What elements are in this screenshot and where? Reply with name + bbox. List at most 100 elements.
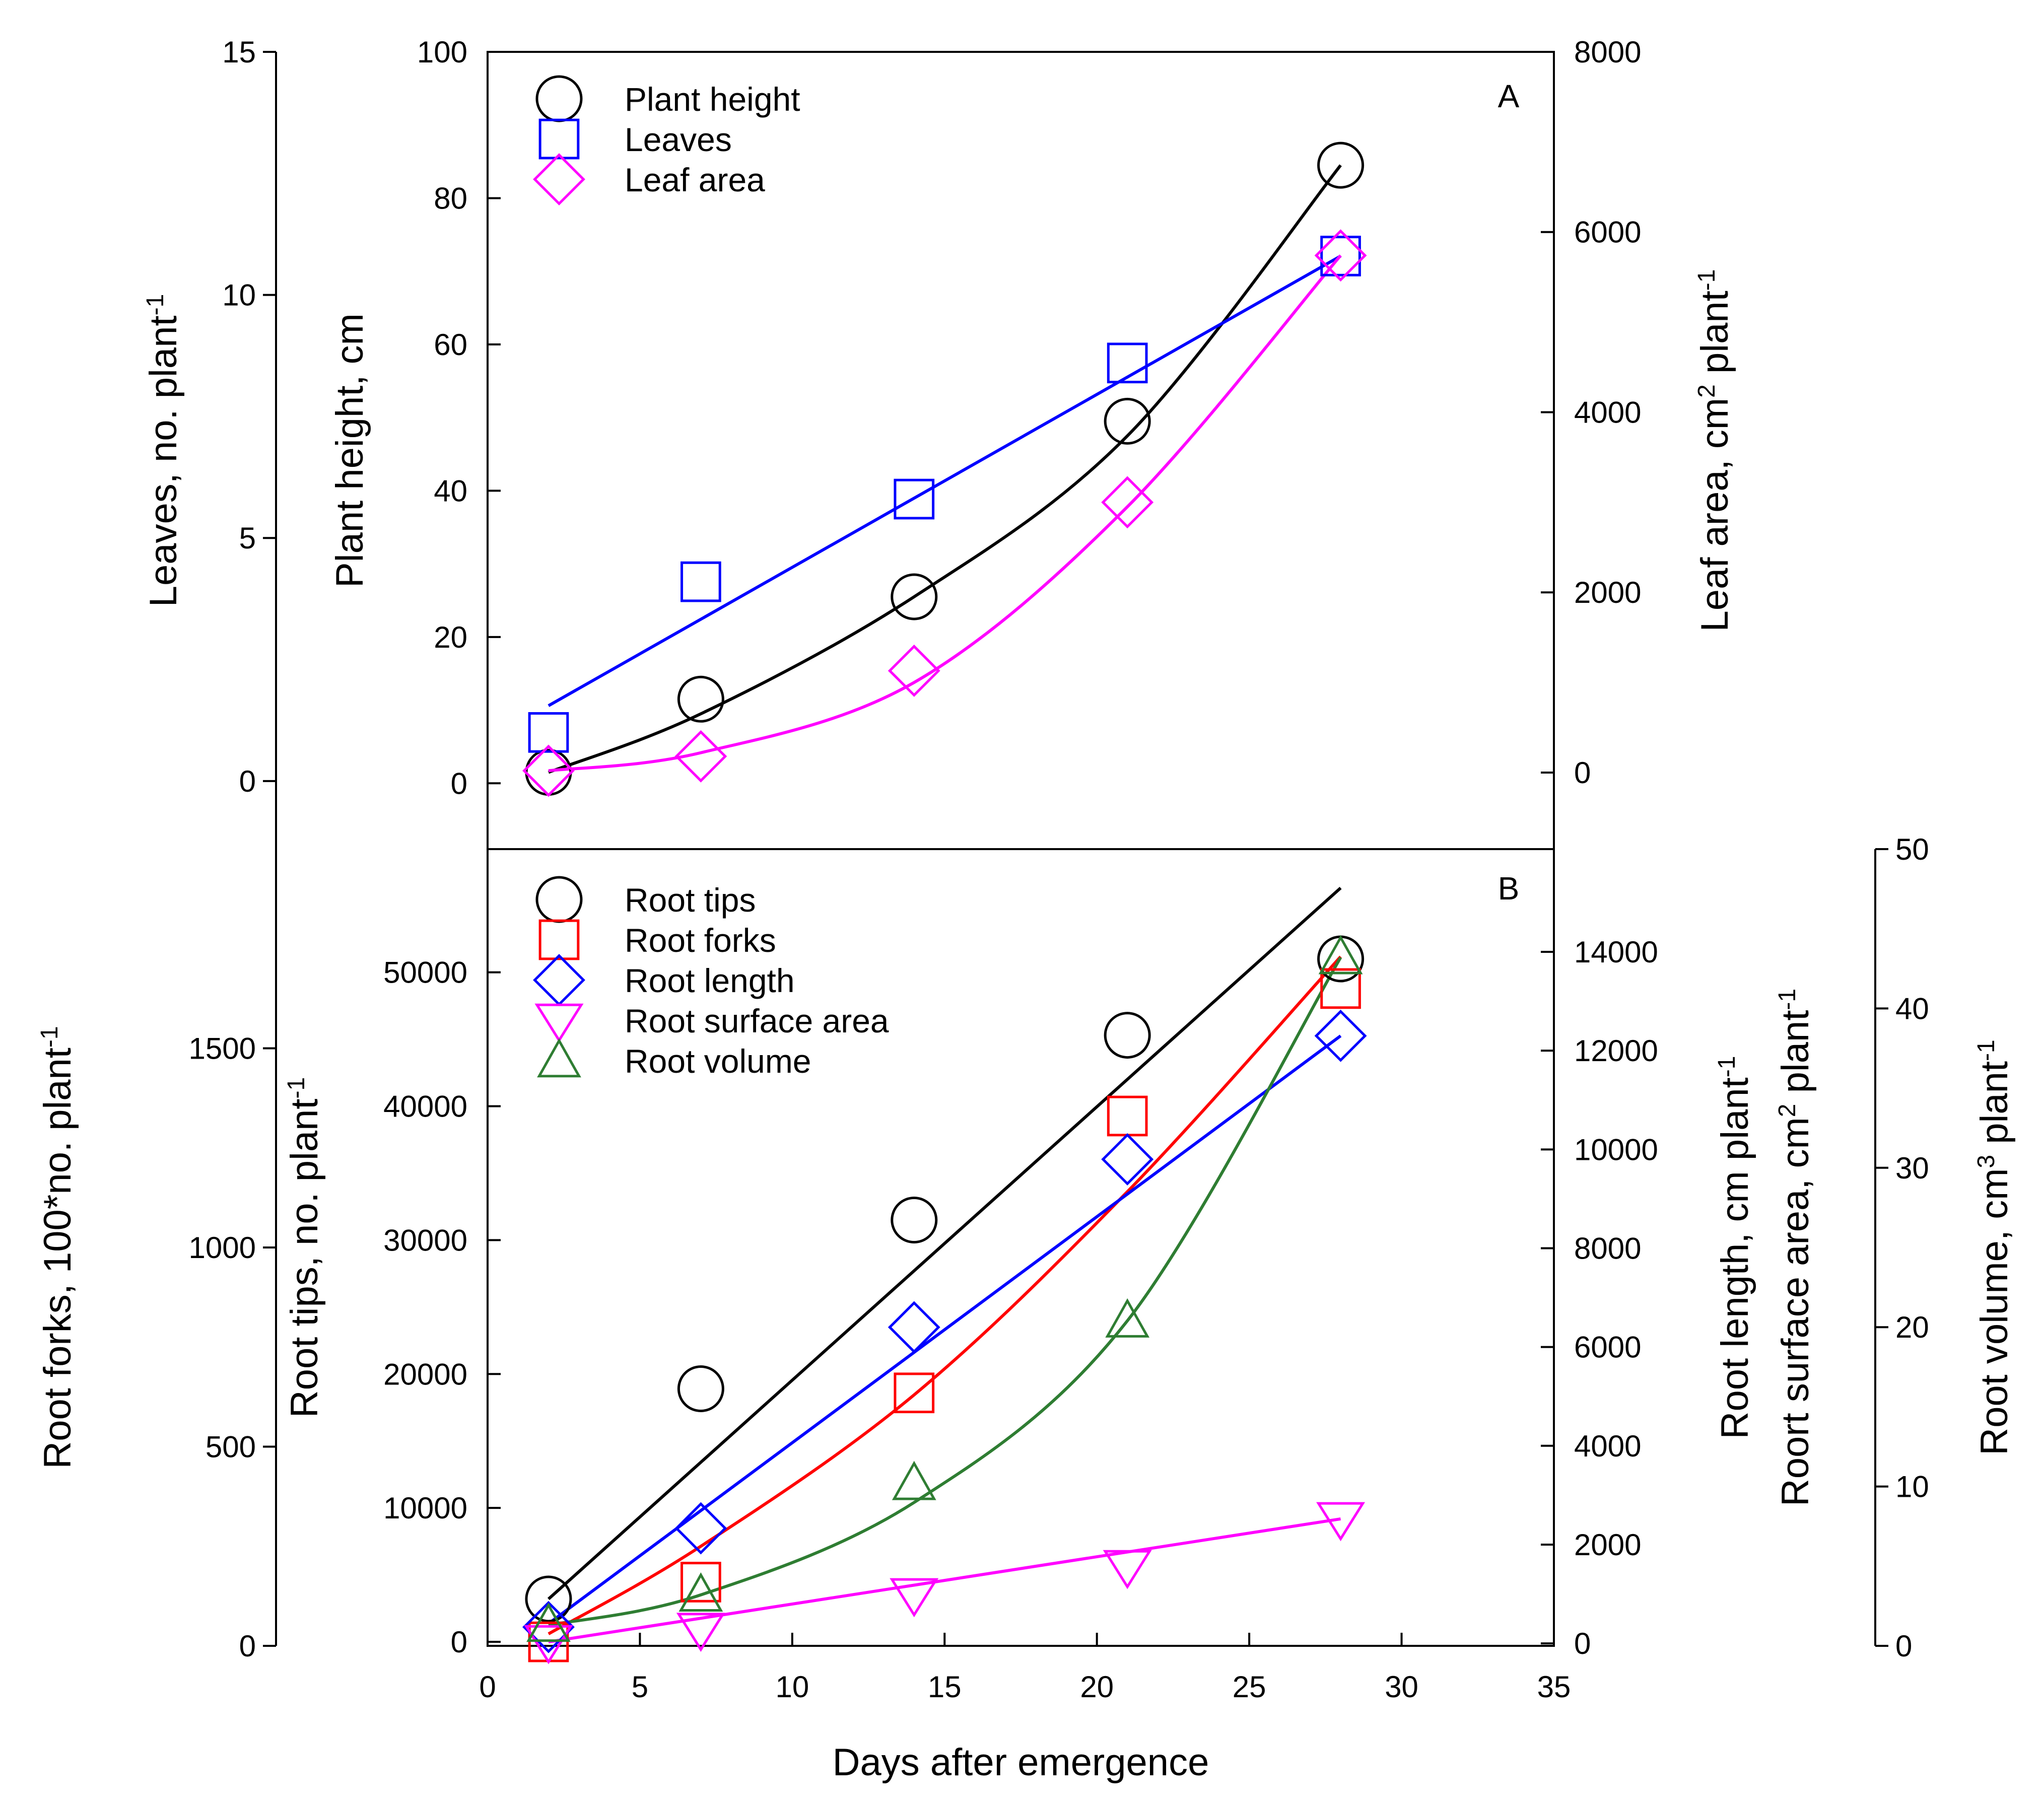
panel-b-root-volume-point (678, 1572, 723, 1612)
panel-b-root-surface-area-fit-line (548, 1517, 1341, 1644)
panel-b-length-axis-tick-label: 0 (1574, 1627, 1591, 1660)
panel-b-length-axis-tick-label: 8000 (1574, 1231, 1641, 1265)
panel-a-leaf-area-point (522, 744, 575, 797)
data-markers (522, 142, 1367, 1664)
panel-a-legend-plant-height-marker (535, 75, 583, 122)
x-tick-label: 30 (1385, 1670, 1418, 1704)
x-axis-label: Days after emergence (833, 1741, 1209, 1784)
x-tick-label: 15 (928, 1670, 962, 1704)
panel-a-height-axis-tick-label: 100 (417, 35, 467, 69)
panel-a-leaf-area-axis-tick-label: 8000 (1574, 35, 1641, 69)
panel-b-volume-axis-tick-label: 10 (1895, 1470, 1929, 1504)
panel-b-tips-label-text: Root tips, no. plant (283, 1098, 326, 1418)
panel-b-root-volume-fit-line (548, 956, 1342, 1627)
panel-b-legend-root-length-marker (533, 954, 585, 1006)
panel-b-root-forks-point (680, 1562, 721, 1603)
panel-b-tips-axis-tick-label: 30000 (383, 1223, 467, 1257)
panel-a-plant-height-point (677, 675, 724, 723)
panel-b-volume-axis-tick-label: 30 (1895, 1151, 1929, 1185)
panel-b-root-length-point (888, 1301, 940, 1354)
panel-b-legend-root-tips-label: Root tips (625, 881, 756, 919)
panel-b-root-surface-area-point (676, 1613, 725, 1652)
panel-b-tips-axis-tick-label: 0 (451, 1625, 467, 1659)
panel-b-root-length-point (522, 1601, 575, 1653)
panel-b-tips-label: Root tips, no. plant-1 (283, 1077, 326, 1418)
panel-b-root-surface-area-point (1103, 1550, 1152, 1589)
panel-a-leaf-area-label-text: Leaf area, cm (1693, 398, 1736, 632)
x-tick-label: 25 (1233, 1670, 1266, 1704)
panel-a-legend-leaves-label: Leaves (625, 121, 732, 158)
panel-b-legend-root-forks-marker (538, 919, 580, 960)
panel-b-legend-root-volume-marker (537, 1038, 581, 1078)
panel-a-leaf-area-axis-tick-label: 6000 (1574, 216, 1641, 249)
x-tick-label: 0 (479, 1670, 496, 1704)
panel-b-length-axis-tick-label: 4000 (1574, 1429, 1641, 1463)
panel-b-legend-root-length-label: Root length (625, 962, 795, 999)
panel-b-tips-label-superscript: -1 (283, 1077, 310, 1099)
panel-b-legend-root-volume-label: Root volume (625, 1043, 811, 1080)
x-tick-label: 20 (1080, 1670, 1114, 1704)
panel-b-root-surface-area-point (890, 1578, 939, 1618)
panel-a-leaf-area-label: Leaf area, cm2 plant-1 (1693, 269, 1737, 632)
panel-a-leaves-point (1320, 236, 1361, 276)
panel-b-length-axis-tick-label: 10000 (1574, 1133, 1658, 1166)
panel-b-forks-label: Root forks, 100*no. plant-1 (36, 1026, 80, 1469)
panel-a-leaf-area-label-superscript: 2 (1693, 384, 1720, 398)
panel-b-volume-axis-tick-label: 50 (1895, 832, 1929, 866)
panel-a-height-axis-tick-label: 40 (434, 474, 467, 508)
x-tick-label: 5 (632, 1670, 648, 1704)
panel-a-leaves-point (680, 561, 721, 602)
panel-b-forks-axis-tick-label: 1500 (189, 1032, 256, 1066)
panel-a-leaf-area-point (1101, 476, 1154, 529)
panel-b-legend-root-forks-label: Root forks (625, 922, 776, 959)
panel-b-length-axis-tick-label: 2000 (1574, 1528, 1641, 1562)
panel-a-height-axis-tick-label: 20 (434, 620, 467, 654)
panel-b-tips-axis-tick-label: 10000 (383, 1491, 467, 1525)
panel-a-plant-height-point (1317, 142, 1365, 189)
panel-b-volume-label-text: Root volume, cm (1973, 1168, 2016, 1455)
panel-a-height-axis-tick-label: 0 (451, 767, 467, 800)
panel-a-leaf-area-label-text: plant (1693, 291, 1736, 384)
panel-b-volume-label: Root volume, cm3 plant-1 (1973, 1039, 2016, 1455)
panel-b-root-length-point (674, 1502, 727, 1555)
panel-b-root-forks-point (894, 1372, 935, 1414)
panel-a-leaf-area-point (1314, 229, 1367, 282)
panel-b-volume-label-superscript: -1 (1973, 1039, 2000, 1061)
panel-b-forks-axis-tick-label: 0 (239, 1629, 256, 1663)
panel-b-volume-label-text: plant (1973, 1061, 2016, 1155)
panel-b-root-tips-point (677, 1365, 724, 1413)
panel-b-root-volume-point (1318, 935, 1363, 975)
panel-letter-a: A (1498, 78, 1520, 114)
panel-b-root-length-fit-line (548, 1034, 1342, 1625)
panel-a-height-axis-tick-label: 60 (434, 328, 467, 362)
panel-a-leaf-area-fit-line (548, 254, 1342, 773)
panel-b-root-forks-point (1320, 968, 1361, 1009)
panel-a-plant-height-point (1104, 397, 1151, 445)
fit-lines (547, 164, 1342, 1644)
panel-b-length-axis-tick-label: 14000 (1574, 935, 1658, 969)
panel-a-leaves-label: Leaves, no. plant-1 (142, 294, 185, 607)
panel-a-height-axis-tick-label: 80 (434, 181, 467, 215)
panel-b-root-tips-point (525, 1575, 572, 1623)
x-tick-label: 35 (1537, 1670, 1571, 1704)
panel-a-leaf-area-point (888, 644, 940, 697)
panel-a-leaves-axis-tick-label: 15 (222, 35, 256, 69)
panel-b-tips-axis-tick-label: 50000 (383, 956, 467, 990)
panel-b-root-forks-fit-line (548, 955, 1342, 1635)
panel-b-length-label: Root length, cm plant-1 (1714, 1056, 1757, 1439)
panel-b-surface-label-superscript: -1 (1774, 989, 1801, 1010)
panel-b-length-label-text: Root length, cm plant (1714, 1077, 1756, 1439)
panel-b-surface-label-text: Roort surface area, cm (1774, 1117, 1817, 1506)
panel-b-length-axis-tick-label: 12000 (1574, 1034, 1658, 1068)
panel-b-root-length-point (1314, 1009, 1367, 1062)
panel-a-height-label-text: Plant height, cm (328, 313, 371, 588)
panel-a-plant-height-fit-line (548, 164, 1342, 774)
panel-a-leaves-label-text: Leaves, no. plant (142, 315, 185, 607)
panel-a-leaf-area-point (674, 730, 727, 783)
panel-b-root-surface-area-point (524, 1625, 573, 1664)
panel-a-legend-plant-height-label: Plant height (625, 81, 800, 118)
panel-a-leaves-axis-tick-label: 0 (239, 765, 256, 798)
panel-b-volume-axis-tick-label: 0 (1895, 1629, 1912, 1663)
